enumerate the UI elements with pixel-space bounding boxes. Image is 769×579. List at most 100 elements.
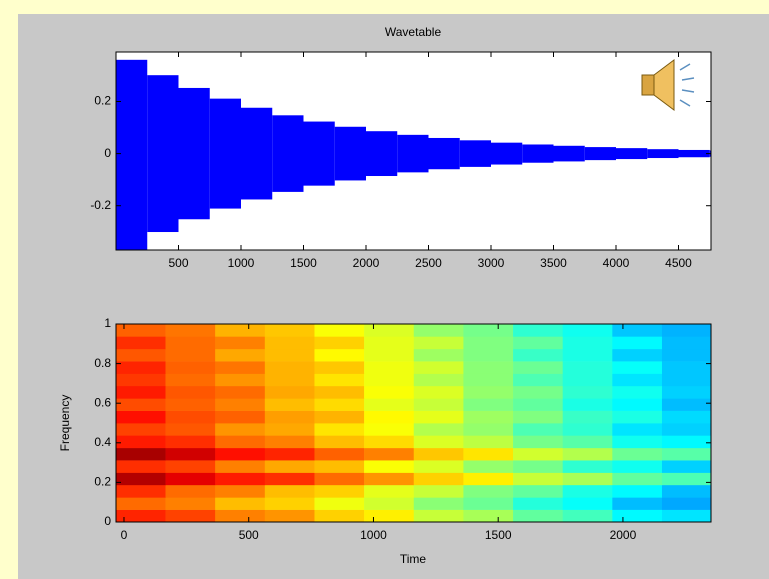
x-tick-label: 2000 — [610, 528, 637, 542]
heatmap-cell — [463, 472, 514, 486]
heatmap-cell — [314, 410, 365, 424]
x-tick-label: 500 — [168, 256, 188, 270]
heatmap-cell — [364, 361, 415, 374]
heatmap-cell — [612, 497, 663, 510]
heatmap-cell — [463, 509, 514, 522]
heatmap-cell — [562, 336, 613, 350]
heatmap-cell — [562, 385, 613, 399]
x-tick-label: 3500 — [540, 256, 567, 270]
y-tick-label: 0 — [104, 146, 111, 160]
heatmap-cell — [364, 336, 415, 350]
x-tick-label: 4500 — [665, 256, 692, 270]
heatmap-cell — [165, 398, 216, 411]
heatmap-cell — [661, 336, 711, 350]
heatmap-cell — [314, 373, 365, 387]
x-tick-label: 2500 — [415, 256, 442, 270]
y-tick-label: 0 — [104, 514, 111, 528]
heatmap-cell — [661, 373, 711, 387]
heatmap-cell — [513, 447, 563, 461]
heatmap-cell — [562, 324, 613, 337]
heatmap-cell — [463, 324, 514, 337]
heatmap-cell — [116, 398, 166, 411]
heatmap-cell — [264, 398, 315, 411]
plot-area — [116, 324, 711, 522]
heatmap-cell — [264, 422, 315, 436]
heatmap-cell — [612, 435, 663, 449]
wave-segment — [334, 126, 366, 181]
heatmap-cell — [215, 361, 266, 374]
heatmap-cell — [364, 410, 415, 424]
heatmap-cell — [612, 361, 663, 374]
heatmap-cell — [165, 348, 216, 362]
heatmap-cell — [661, 324, 711, 337]
heatmap-cell — [413, 509, 464, 522]
heatmap-cell — [513, 509, 563, 522]
wave-segment — [366, 131, 398, 177]
heatmap-cell — [364, 398, 415, 411]
heatmap-cell — [661, 348, 711, 362]
heatmap-cell — [215, 447, 266, 461]
x-tick-label: 1500 — [485, 528, 512, 542]
heatmap-cell — [513, 336, 563, 350]
x-tick-label: 0 — [121, 528, 128, 542]
axes-frame — [115, 51, 712, 251]
wave-segment — [678, 149, 710, 158]
heatmap-cell — [463, 497, 514, 510]
heatmap-cell — [513, 435, 563, 449]
heatmap-cell — [562, 472, 613, 486]
y-tick-label: 0.8 — [94, 356, 111, 370]
heatmap-cell — [215, 348, 266, 362]
heatmap-cell — [116, 385, 166, 399]
heatmap-cell — [264, 336, 315, 350]
heatmap-cell — [264, 410, 315, 424]
heatmap-cell — [413, 336, 464, 350]
heatmap-cell — [612, 422, 663, 436]
heatmap-cell — [314, 447, 365, 461]
heatmap-cell — [413, 447, 464, 461]
heatmap-cell — [116, 373, 166, 387]
heatmap-cell — [314, 324, 365, 337]
heatmap-cell — [165, 361, 216, 374]
heatmap-cell — [413, 472, 464, 486]
heatmap-cell — [463, 410, 514, 424]
heatmap-cell — [562, 497, 613, 510]
heatmap-cell — [264, 484, 315, 498]
heatmap-cell — [463, 348, 514, 362]
heatmap-cell — [116, 460, 166, 473]
heatmap-cell — [116, 497, 166, 510]
heatmap-cell — [314, 348, 365, 362]
speaker-icon[interactable] — [641, 59, 695, 111]
y-tick-label: 0.2 — [94, 94, 111, 108]
heatmap-cell — [661, 509, 711, 522]
heatmap-cell — [661, 497, 711, 510]
heatmap-cell — [165, 373, 216, 387]
heatmap-cell — [116, 361, 166, 374]
heatmap-cell — [513, 497, 563, 510]
heatmap-cell — [116, 324, 166, 337]
heatmap-cell — [364, 324, 415, 337]
wave-segment — [428, 137, 460, 170]
heatmap-cell — [215, 385, 266, 399]
wave-segment — [616, 148, 648, 160]
heatmap-cell — [463, 460, 514, 473]
heatmap-cell — [413, 497, 464, 510]
heatmap-cell — [165, 484, 216, 498]
heatmap-cell — [413, 460, 464, 473]
wave-segment — [522, 144, 554, 163]
heatmap-cell — [165, 447, 216, 461]
heatmap-cell — [413, 361, 464, 374]
heatmap-cell — [413, 435, 464, 449]
x-tick-label: 3000 — [478, 256, 505, 270]
heatmap-cell — [116, 336, 166, 350]
heatmap-cell — [264, 509, 315, 522]
heatmap-cell — [165, 324, 216, 337]
heatmap-cell — [463, 398, 514, 411]
heatmap-cell — [562, 410, 613, 424]
x-tick-label: 4000 — [603, 256, 630, 270]
heatmap-cell — [364, 460, 415, 473]
x-tick-label: 2000 — [353, 256, 380, 270]
heatmap-cell — [612, 373, 663, 387]
axes-frame — [115, 323, 712, 523]
heatmap-cell — [364, 348, 415, 362]
heatmap-cell — [314, 398, 365, 411]
